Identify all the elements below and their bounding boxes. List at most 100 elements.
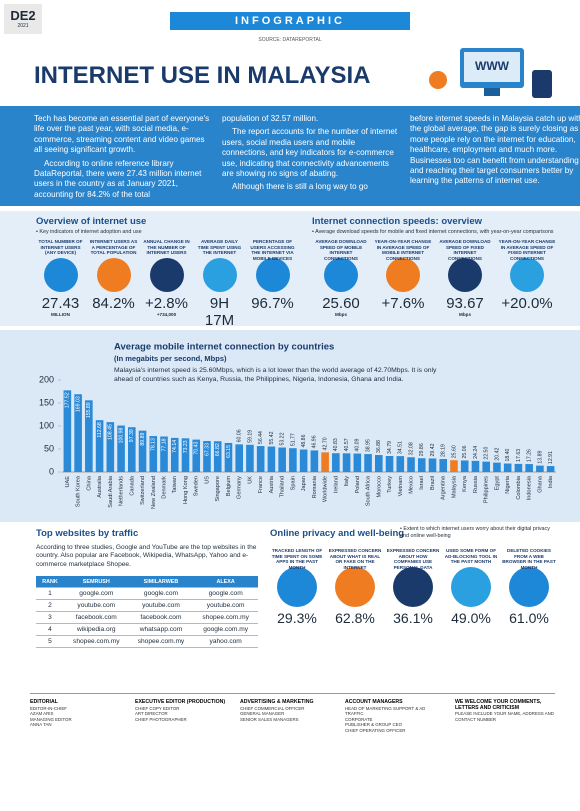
value-label: 29.86 (419, 443, 425, 456)
bar (246, 444, 254, 472)
websites-intro: According to three studies, Google and Y… (36, 544, 257, 568)
value-label: 67.33 (204, 443, 210, 456)
stat-icon (451, 567, 491, 607)
footer-line: EDITOR-IN-CHIEF (30, 705, 67, 711)
stat-value: +7.6% (381, 295, 425, 312)
stat-item: Average daily time spent using the inter… (195, 239, 244, 329)
phone (532, 70, 552, 98)
stat-item: Deleted cookies from a web browser in th… (502, 548, 556, 626)
bar (63, 390, 72, 472)
bar (332, 453, 340, 472)
table-cell: whatsapp.com (128, 623, 194, 636)
value-label: 17.26 (527, 449, 533, 462)
stat-value: 93.67 (446, 295, 484, 312)
x-tick-label: Australia (97, 475, 103, 498)
x-tick-label: Netherlands (119, 476, 125, 506)
stat-value: 36.1% (393, 610, 433, 626)
x-tick-label: Saudi Arabia (108, 475, 114, 508)
table-cell: google.com.my (193, 623, 258, 636)
x-tick-label: Colombia (516, 475, 522, 500)
bar (299, 449, 308, 472)
value-label: 29.42 (430, 443, 436, 456)
table-row: 5 shopee.com.my shopee.com.my yahoo.com (36, 635, 258, 648)
x-tick-label: Denmark (162, 476, 168, 499)
footer-line: ART DIRECTOR (135, 711, 168, 717)
value-label: 51.77 (290, 433, 296, 446)
table-header-cell: ALEXA (193, 576, 258, 588)
stat-item: Expressed concern about how companies us… (386, 548, 440, 626)
table-cell: google.com (63, 587, 129, 600)
bar (95, 420, 104, 472)
x-tick-label: Brazil (430, 476, 436, 490)
bar (342, 453, 351, 472)
value-label: 74.14 (172, 440, 178, 453)
value-label: 36.88 (376, 440, 382, 453)
banner: INFOGRAPHIC (170, 12, 410, 30)
table-cell: facebook.com (63, 611, 129, 624)
x-tick-label: Nigeria (505, 475, 511, 494)
value-label: 108.45 (108, 424, 114, 440)
x-tick-label: Morocco (376, 476, 382, 497)
bar (181, 438, 190, 472)
x-tick-label: China (86, 475, 92, 491)
value-label: 100.98 (118, 427, 124, 443)
screen (464, 52, 520, 82)
x-tick-label: South Africa (366, 475, 372, 506)
x-tick-label: India (548, 475, 554, 488)
bar (364, 454, 372, 472)
x-tick-label: Germany (237, 476, 243, 499)
table-cell: google.com (128, 587, 194, 600)
x-tick-label: Sweden (194, 476, 200, 496)
footer-rule (30, 693, 555, 694)
stat-item: Total number of internet users (any devi… (36, 239, 85, 317)
stat-value: 61.0% (509, 610, 549, 626)
stat-value: 49.0% (451, 610, 491, 626)
chart: Average mobile internet connection by co… (39, 342, 556, 509)
intro-paragraph: before internet speeds in Malaysia catch… (410, 114, 580, 186)
intro-column: Tech has become an essential part of eve… (34, 114, 210, 203)
x-tick-label: Poland (355, 476, 361, 493)
stat-value: 25.60 (322, 295, 360, 312)
stat-icon (202, 258, 237, 292)
stat-icon (96, 258, 131, 292)
table-cell: google.com (193, 587, 258, 600)
bar (106, 422, 115, 472)
footer-line: SENIOR SALES MANAGERS (240, 716, 299, 722)
stat-caption: Year-on-year change in average speed of … (498, 239, 556, 261)
source: SOURCE: DATAREPORTAL (258, 37, 322, 43)
stat-value: +2.8% (145, 295, 188, 312)
bar (482, 461, 490, 472)
footer-line: ACCOUNT MANAGERS (345, 699, 403, 705)
intro-paragraph: According to online reference library Da… (34, 158, 202, 199)
y-tick-label: 0 (49, 466, 54, 476)
x-tick-label: Indonesia (527, 475, 533, 500)
bar (224, 442, 233, 472)
stat-value: 84.2% (92, 295, 135, 312)
chart-annotation: Malaysia's internet speed is 25.60Mbps, … (114, 367, 437, 383)
footer-column: WE WELCOME YOUR COMMENTS, LETTERS AND CR… (455, 699, 555, 722)
websites-title: Top websites by traffic (36, 528, 139, 539)
stat-item: Year-on-year change in average speed of … (374, 239, 432, 312)
section-box: DE2 2021 (4, 4, 42, 34)
footer-column: EDITORIAL EDITOR-IN-CHIEF AZAM ARIS MANAGIN… (30, 699, 130, 728)
x-tick-label: Kenya (462, 475, 468, 492)
value-label: 22.50 (484, 447, 490, 460)
footer-column: ACCOUNT MANAGERS HEAD OF MARKETING SUPPOR… (345, 699, 445, 734)
footer-line: PUBLISHER & GROUP CEO (345, 722, 403, 728)
value-label: 48.86 (301, 434, 307, 447)
stat-icon (149, 258, 184, 292)
x-tick-label: Malaysia (451, 475, 457, 498)
x-tick-label: UK (247, 476, 253, 484)
footer-line: EDITORIAL (30, 699, 58, 705)
table-cell: 2 (36, 599, 64, 612)
intro-paragraph: population of 32.57 million. (222, 114, 319, 123)
stat-unit: Mbps (335, 312, 347, 317)
stat-value: 9H 17M (204, 295, 235, 329)
bar (460, 460, 469, 472)
x-tick-label: Thailand (280, 476, 286, 497)
bar (471, 460, 480, 472)
bar (417, 458, 426, 472)
table-cell: shopee.com.my (63, 635, 129, 648)
stat-value: +20.0% (501, 295, 553, 312)
